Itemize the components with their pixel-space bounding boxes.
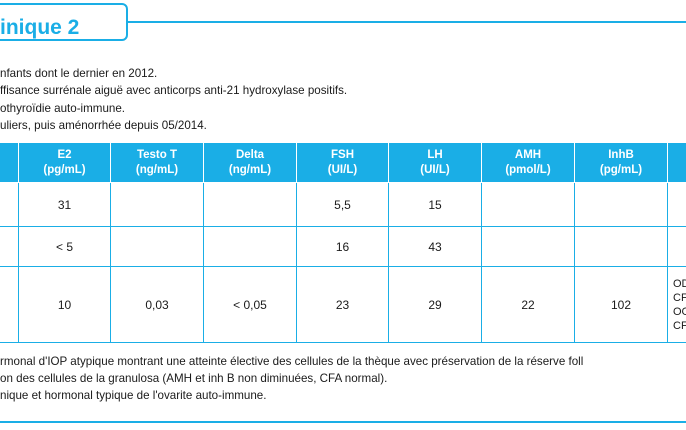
conclusion-line-2: on des cellules de la granulosa (AMH et … (0, 372, 388, 385)
table-cell: 23 (296, 266, 389, 343)
table-cell (667, 226, 686, 267)
table-cell: 22 (481, 266, 575, 343)
intro-line-4: uliers, puis aménorrhée depuis 05/2014. (0, 119, 207, 132)
table-cell: < 5 (18, 226, 111, 267)
conclusion-line-1: rmonal d'IOP atypique montrant une attei… (0, 355, 584, 368)
table-cell: 29 (388, 266, 482, 343)
header-unit: (pg/mL) (43, 163, 86, 176)
table-cell (203, 226, 297, 267)
header-unit: (UI/L) (327, 163, 358, 176)
header-inhb: InhB (pg/mL) (574, 142, 668, 183)
header-name: Testo T (136, 148, 178, 161)
title-divider (126, 21, 686, 23)
table-cell: OD CF OG CF (667, 266, 686, 343)
table-cell (0, 226, 19, 267)
header-e2: E2 (pg/mL) (18, 142, 111, 183)
table-cell: < 0,05 (203, 266, 297, 343)
table-cell: 5,5 (296, 182, 389, 227)
table-cell (110, 182, 204, 227)
header-cell (0, 142, 19, 183)
header-name: Delta (235, 148, 265, 161)
table-cell: 16 (296, 226, 389, 267)
table-cell: 0,03 (110, 266, 204, 343)
table-cell: 10 (18, 266, 111, 343)
header-lh: LH (UI/L) (388, 142, 482, 183)
header-name: FSH (331, 148, 354, 161)
table-cell (574, 182, 668, 227)
intro-line-1: nfants dont le dernier en 2012. (0, 67, 158, 80)
bottom-divider (0, 421, 686, 423)
table-header-row: E2 (pg/mL) Testo T (ng/mL) Delta (ng/mL) FS… (0, 142, 686, 183)
table-row: 10 0,03 < 0,05 23 29 22 102 OD CF OG CF (0, 266, 686, 343)
header-delta: Delta (ng/mL) (203, 142, 297, 183)
page-title: inique 2 (0, 16, 80, 39)
table-cell (574, 226, 668, 267)
table-cell (110, 226, 204, 267)
table-cell (0, 266, 19, 343)
header-amh: AMH (pmol/L) (481, 142, 575, 183)
table-cell: 15 (388, 182, 482, 227)
table-cell: 31 (18, 182, 111, 227)
header-fsh: FSH (UI/L) (296, 142, 389, 183)
table-cell (667, 182, 686, 227)
table-cell (481, 182, 575, 227)
header-unit: (ng/mL) (135, 163, 179, 176)
header-unit: (pg/mL) (599, 163, 643, 176)
header-unit: (ng/mL) (228, 163, 272, 176)
header-name: InhB (608, 148, 634, 161)
table-cell (481, 226, 575, 267)
intro-line-3: othyroïdie auto-immune. (0, 102, 126, 115)
table-cell (203, 182, 297, 227)
table-cell: 102 (574, 266, 668, 343)
header-testo: Testo T (ng/mL) (110, 142, 204, 183)
hormone-table: E2 (pg/mL) Testo T (ng/mL) Delta (ng/mL) FS… (0, 142, 686, 343)
table-row: 31 5,5 15 (0, 182, 686, 227)
header-name: E2 (57, 148, 72, 161)
intro-line-2: ffisance surrénale aiguë avec anticorps … (0, 84, 348, 97)
header-unit: (pmol/L) (505, 163, 551, 176)
header-name: LH (427, 148, 443, 161)
table-row: < 5 16 43 (0, 226, 686, 267)
conclusion-line-3: nique et hormonal typique de l'ovarite a… (0, 389, 267, 402)
header-unit: (UI/L) (420, 163, 450, 176)
title-box: inique 2 (0, 3, 128, 41)
header-name: AMH (514, 148, 542, 161)
table-cell (0, 182, 19, 227)
table-cell: 43 (388, 226, 482, 267)
header-cell (667, 142, 686, 183)
